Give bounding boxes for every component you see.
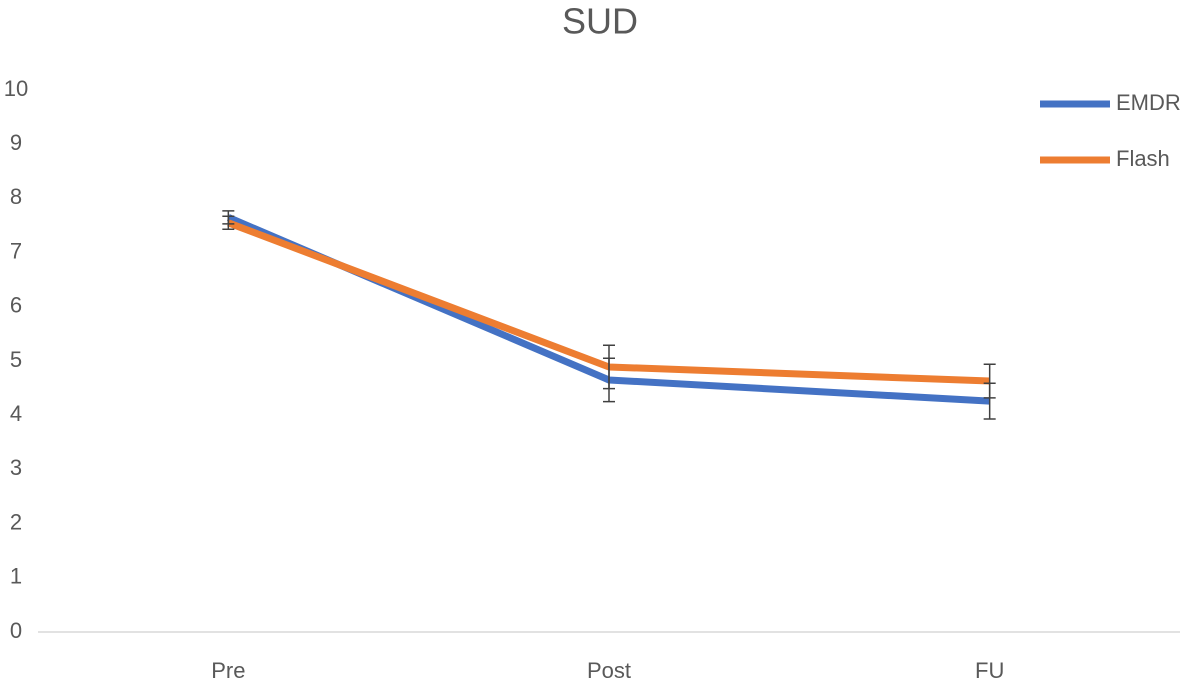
y-tick-label: 8 (10, 184, 22, 209)
y-tick-label: 2 (10, 509, 22, 534)
chart-title: SUD (562, 1, 638, 42)
x-tick-label: FU (975, 658, 1004, 683)
legend-label: Flash (1116, 146, 1170, 171)
y-tick-label: 6 (10, 293, 22, 318)
y-tick-label: 9 (10, 130, 22, 155)
y-tick-label: 7 (10, 238, 22, 263)
y-tick-label: 4 (10, 401, 22, 426)
y-tick-label: 1 (10, 564, 22, 589)
error-bar (983, 363, 996, 399)
error-bar (603, 344, 615, 390)
x-tick-label: Pre (211, 658, 245, 683)
y-tick-label: 10 (4, 76, 28, 101)
error-bar (222, 215, 235, 231)
y-tick-label: 3 (10, 455, 22, 480)
y-tick-label: 5 (10, 347, 22, 372)
y-tick-label: 0 (10, 618, 22, 643)
legend-label: EMDR (1116, 90, 1181, 115)
x-tick-label: Post (587, 658, 631, 683)
